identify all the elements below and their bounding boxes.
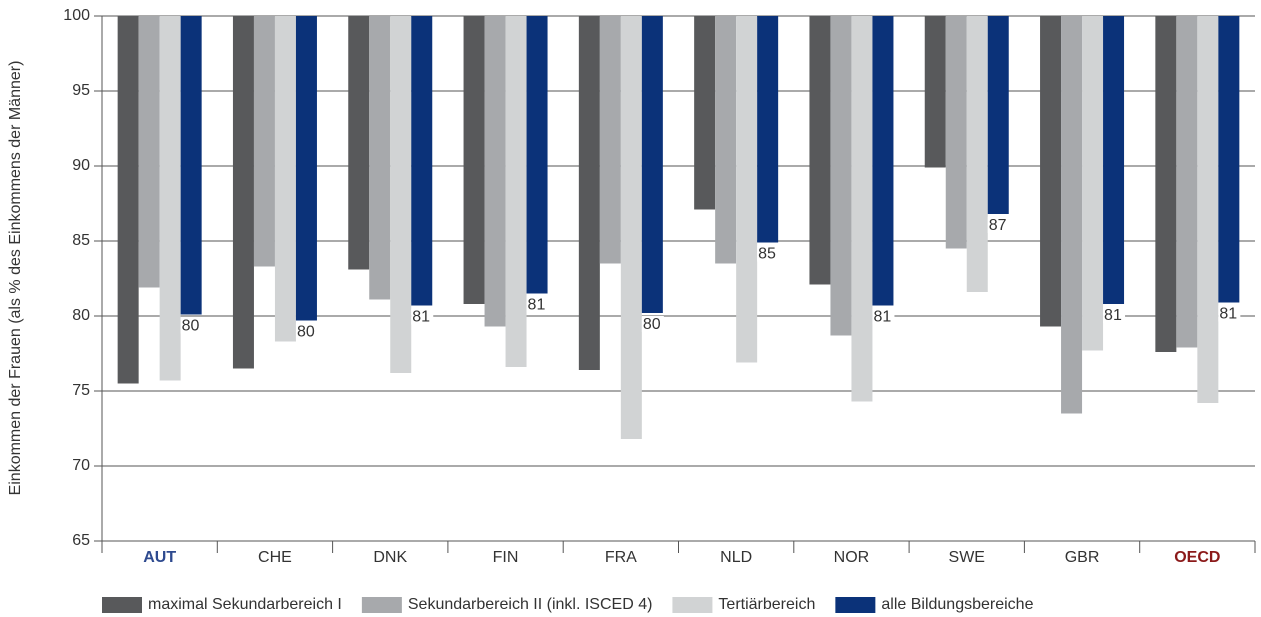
x-tick-label: FRA <box>605 549 637 566</box>
bar <box>924 16 946 168</box>
y-tick-label: 65 <box>72 532 90 549</box>
value-label: 81 <box>873 309 891 326</box>
bar <box>1197 16 1219 403</box>
y-tick-label: 100 <box>63 7 90 24</box>
bar <box>232 16 254 369</box>
bar <box>180 16 202 315</box>
bar <box>736 16 758 363</box>
legend-label: Sekundarbereich II (inkl. ISCED 4) <box>408 596 653 613</box>
bar <box>830 16 852 336</box>
bar <box>809 16 831 285</box>
value-label: 80 <box>643 316 661 333</box>
value-label-bg <box>411 308 434 325</box>
legend-label: alle Bildungsbereiche <box>881 596 1033 613</box>
value-label-bg <box>987 217 1010 233</box>
bar <box>138 16 160 288</box>
legend-swatch <box>361 597 402 613</box>
value-label: 81 <box>528 297 546 314</box>
value-label: 87 <box>989 217 1007 234</box>
bar <box>872 16 894 306</box>
value-label-bg <box>180 317 203 334</box>
x-tick-label: AUT <box>143 549 176 566</box>
bar <box>945 16 967 249</box>
y-tick-label: 85 <box>72 232 90 249</box>
x-tick-label: CHE <box>258 549 292 566</box>
bar <box>1103 16 1125 304</box>
y-tick-label: 70 <box>72 457 90 474</box>
x-tick-label: NLD <box>720 549 752 566</box>
y-tick-label: 90 <box>72 157 90 174</box>
bar <box>694 16 716 210</box>
bar <box>159 16 181 381</box>
bar <box>851 16 873 402</box>
bar <box>599 16 621 264</box>
x-tick-label: NOR <box>834 549 870 566</box>
bar <box>484 16 506 327</box>
x-tick-label: SWE <box>949 549 985 566</box>
x-tick-label: FIN <box>493 549 519 566</box>
legend-swatch <box>835 597 876 613</box>
bar <box>987 16 1009 214</box>
bar <box>1061 16 1083 414</box>
bar <box>715 16 737 264</box>
bar <box>253 16 275 267</box>
bar <box>641 16 663 313</box>
bar <box>348 16 370 270</box>
value-label: 81 <box>412 309 430 326</box>
bar <box>966 16 988 292</box>
value-label: 81 <box>1104 307 1122 324</box>
bar <box>1155 16 1177 352</box>
value-label-bg <box>1218 305 1241 322</box>
value-label-bg <box>1103 307 1126 323</box>
value-label-bg <box>295 323 318 340</box>
legend-label: Tertiärbereich <box>718 596 815 613</box>
bar <box>1040 16 1062 327</box>
y-tick-label: 80 <box>72 307 90 324</box>
bar <box>117 16 139 384</box>
bar <box>1218 16 1240 303</box>
bar <box>411 16 433 306</box>
value-label-bg <box>872 308 895 325</box>
legend-swatch <box>672 597 713 613</box>
bar <box>620 16 642 439</box>
bar <box>526 16 548 294</box>
bar <box>274 16 296 342</box>
bar <box>463 16 485 304</box>
value-label-bg <box>641 316 664 332</box>
value-label-bg <box>526 296 549 313</box>
value-label-bg <box>757 245 780 262</box>
bar <box>1176 16 1198 348</box>
y-tick-label: 95 <box>72 82 90 99</box>
value-label: 80 <box>297 324 315 341</box>
bar <box>578 16 600 370</box>
legend-swatch <box>102 597 142 613</box>
x-tick-label: OECD <box>1174 549 1220 566</box>
value-label: 81 <box>1219 306 1237 323</box>
legend-label: maximal Sekundarbereich I <box>148 596 342 613</box>
x-tick-label: GBR <box>1065 549 1100 566</box>
y-axis-label: Einkommen der Frauen (als % des Einkomme… <box>7 61 24 496</box>
x-tick-label: DNK <box>373 549 407 566</box>
bar <box>369 16 391 300</box>
bar <box>757 16 779 243</box>
bar <box>1082 16 1104 351</box>
bar <box>390 16 412 373</box>
value-label: 80 <box>182 318 200 335</box>
y-tick-label: 75 <box>72 382 90 399</box>
bar <box>295 16 317 321</box>
value-label: 85 <box>758 246 776 263</box>
bar <box>505 16 527 367</box>
